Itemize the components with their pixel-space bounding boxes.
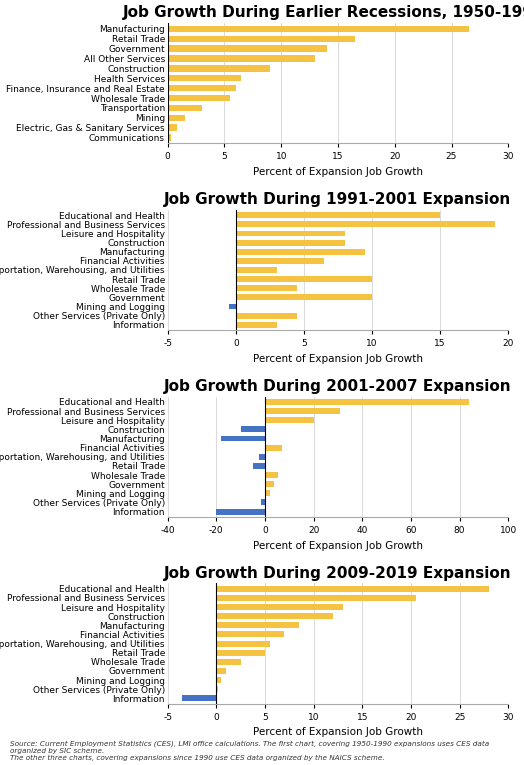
X-axis label: Percent of Expansion Job Growth: Percent of Expansion Job Growth xyxy=(253,354,423,364)
Bar xyxy=(236,249,365,255)
Bar xyxy=(236,239,345,246)
Bar xyxy=(168,45,326,52)
Bar xyxy=(168,125,177,131)
X-axis label: Percent of Expansion Job Growth: Percent of Expansion Job Growth xyxy=(253,167,423,177)
Bar xyxy=(236,276,372,282)
X-axis label: Percent of Expansion Job Growth: Percent of Expansion Job Growth xyxy=(253,728,423,737)
Bar xyxy=(168,135,171,141)
Title: Job Growth During 2009-2019 Expansion: Job Growth During 2009-2019 Expansion xyxy=(164,566,512,581)
Bar xyxy=(265,409,341,414)
Bar xyxy=(168,75,242,82)
Bar xyxy=(168,85,236,91)
Bar xyxy=(265,417,314,423)
Bar xyxy=(216,622,299,628)
Bar xyxy=(236,221,495,227)
Bar xyxy=(236,322,277,327)
X-axis label: Percent of Expansion Job Growth: Percent of Expansion Job Growth xyxy=(253,541,423,551)
Bar xyxy=(221,435,265,441)
Bar xyxy=(236,230,345,236)
Bar xyxy=(168,35,355,42)
Bar xyxy=(216,649,265,656)
Title: Job Growth During 1991-2001 Expansion: Job Growth During 1991-2001 Expansion xyxy=(165,192,511,207)
Bar xyxy=(168,26,468,32)
Title: Job Growth During 2001-2007 Expansion: Job Growth During 2001-2007 Expansion xyxy=(164,379,512,394)
Bar xyxy=(236,295,372,301)
Bar xyxy=(241,426,265,432)
Bar xyxy=(216,668,226,674)
Y-axis label: SIC Industry: SIC Industry xyxy=(0,51,1,115)
Bar xyxy=(265,490,270,496)
Bar xyxy=(236,267,277,273)
Bar xyxy=(229,304,236,310)
Bar xyxy=(216,631,285,637)
Bar xyxy=(265,444,282,451)
Bar xyxy=(216,640,270,646)
Bar xyxy=(261,500,265,506)
Bar xyxy=(216,509,265,515)
Bar xyxy=(182,695,216,702)
Bar xyxy=(168,95,230,101)
Bar xyxy=(216,677,221,683)
Bar xyxy=(236,212,440,218)
Bar xyxy=(236,258,324,264)
Bar xyxy=(265,481,274,487)
Bar xyxy=(168,65,270,72)
Text: Source: Current Employment Statistics (CES), LMI office calculations. The first : Source: Current Employment Statistics (C… xyxy=(10,741,490,761)
Bar xyxy=(265,399,470,405)
Bar xyxy=(236,313,297,318)
Bar xyxy=(216,595,416,601)
Bar xyxy=(216,586,489,592)
Bar xyxy=(168,55,315,62)
Bar xyxy=(253,463,265,469)
Bar xyxy=(168,115,184,121)
Bar xyxy=(236,285,297,291)
Bar xyxy=(216,686,219,692)
Bar xyxy=(216,659,241,665)
Bar xyxy=(216,614,333,619)
Bar xyxy=(265,472,278,478)
Title: Job Growth During Earlier Recessions, 1950-1990*: Job Growth During Earlier Recessions, 19… xyxy=(123,5,524,21)
Bar xyxy=(168,105,202,111)
Bar xyxy=(216,604,343,610)
Bar xyxy=(259,454,265,460)
